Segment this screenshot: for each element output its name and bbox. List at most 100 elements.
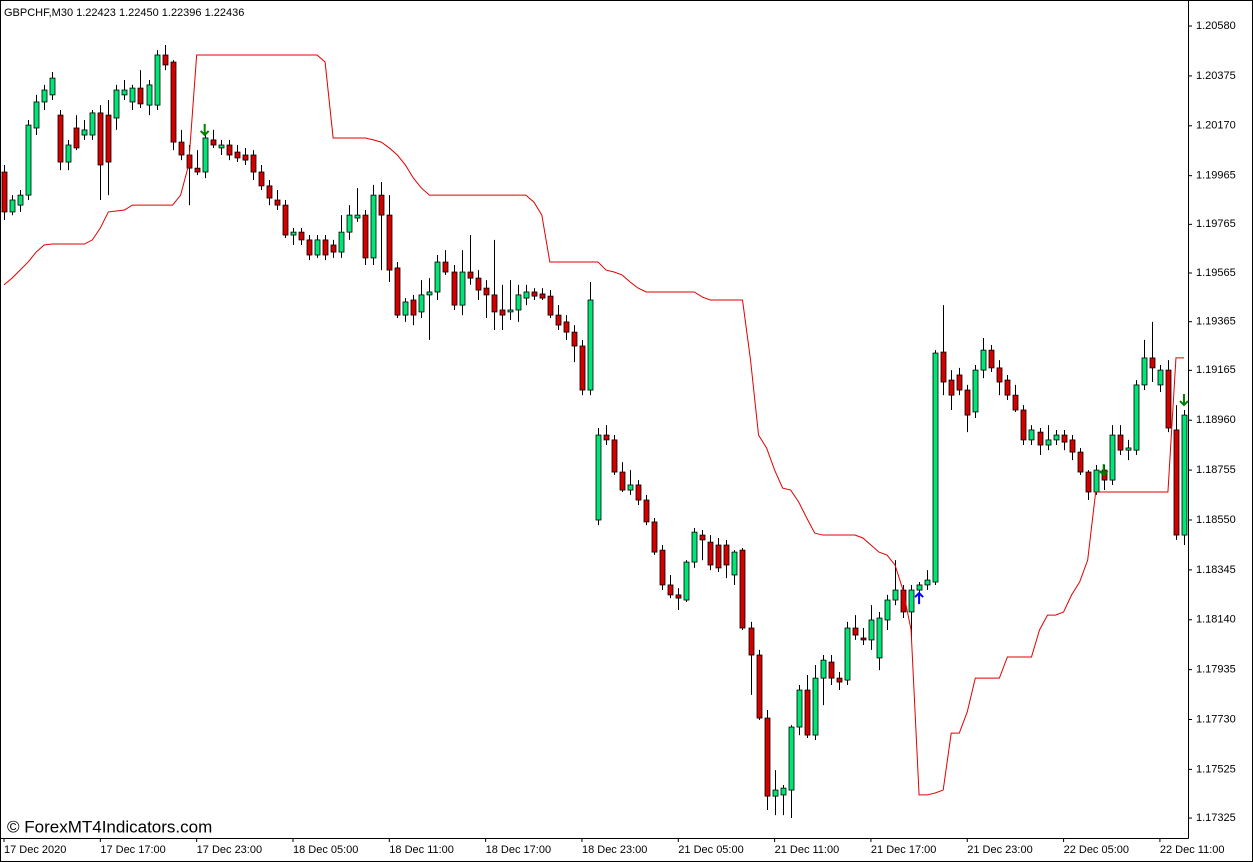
candle-body <box>418 294 425 313</box>
candle-body <box>346 214 353 233</box>
candle-body <box>884 599 891 621</box>
x-tick-label: 18 Dec 05:00 <box>293 844 358 856</box>
candle-body <box>258 171 265 187</box>
candle-body <box>266 185 273 199</box>
candle-body <box>73 127 80 149</box>
candle-body <box>996 367 1003 383</box>
candle-body <box>97 112 104 166</box>
signal-arrow <box>1179 394 1189 407</box>
x-tick-label: 18 Dec 17:00 <box>486 844 551 856</box>
candle-body <box>595 434 602 521</box>
candle-body <box>1109 434 1116 481</box>
candle-body <box>314 239 321 256</box>
candle-body <box>603 434 610 441</box>
candle-body <box>49 77 56 96</box>
candle-body <box>402 301 409 316</box>
candle-body <box>9 199 16 213</box>
candle-body <box>1061 434 1068 443</box>
signal-arrow <box>199 123 210 137</box>
candle-body <box>587 299 594 391</box>
y-tick-label: 1.17525 <box>1196 763 1236 775</box>
candle-body <box>611 439 618 473</box>
candle-body <box>860 637 867 641</box>
x-tick-label: 18 Dec 11:00 <box>389 844 454 856</box>
y-tick-label: 1.19565 <box>1196 267 1236 279</box>
candle-body <box>1045 439 1052 446</box>
y-tick-label: 1.20580 <box>1196 20 1236 32</box>
candle-body <box>467 271 474 279</box>
candle-body <box>563 321 570 333</box>
candle-body <box>41 89 48 103</box>
candle-body <box>539 293 546 299</box>
candle-body <box>924 579 931 586</box>
candle-body <box>1 171 8 213</box>
candle-body <box>1181 414 1188 536</box>
candle-body <box>1069 439 1076 453</box>
x-tick-label: 21 Dec 23:00 <box>967 844 1032 856</box>
y-tick-label: 1.17730 <box>1196 713 1236 725</box>
candle-body <box>964 389 971 416</box>
candle-body <box>154 54 161 106</box>
x-tick-label: 22 Dec 11:00 <box>1160 844 1225 856</box>
candle-body <box>194 167 201 173</box>
y-tick-label: 1.19765 <box>1196 218 1236 230</box>
candle-body <box>362 214 369 259</box>
x-tick-label: 22 Dec 05:00 <box>1064 844 1129 856</box>
candle-body <box>756 654 763 719</box>
candle-body <box>475 277 482 291</box>
candle-body <box>250 154 257 173</box>
candle-body <box>1037 431 1044 446</box>
candle-body <box>579 345 586 391</box>
candle-body <box>170 61 177 143</box>
candle-body <box>651 521 658 553</box>
x-tick-label: 17 Dec 2020 <box>4 844 66 856</box>
y-tick-label: 1.18755 <box>1196 464 1236 476</box>
candle-body <box>282 204 289 236</box>
candle-body <box>659 549 666 586</box>
candle-body <box>483 287 490 296</box>
candle-body <box>1133 384 1140 451</box>
candle-body <box>57 114 64 163</box>
candle-body <box>234 151 241 159</box>
candle-body <box>571 331 578 347</box>
x-tick-label: 21 Dec 11:00 <box>775 844 840 856</box>
candle-body <box>1053 434 1060 441</box>
candle-body <box>1085 471 1092 493</box>
candle-body <box>459 271 466 306</box>
y-tick-label: 1.19165 <box>1196 364 1236 376</box>
candle-body <box>434 261 441 293</box>
candle-body <box>25 124 32 196</box>
candle-body <box>162 54 169 66</box>
candle-body <box>146 84 153 106</box>
candle-body <box>675 594 682 599</box>
candle-body <box>442 261 449 273</box>
candle-body <box>748 627 755 656</box>
candle-body <box>868 619 875 641</box>
candle-body <box>988 349 995 369</box>
candle-body <box>972 369 979 413</box>
watermark: © ForexMT4Indicators.com <box>7 817 212 836</box>
candle-body <box>178 141 185 156</box>
candle-body <box>451 271 458 306</box>
x-tick-label: 21 Dec 05:00 <box>678 844 743 856</box>
candle-body <box>932 352 939 583</box>
candle-body <box>956 374 963 391</box>
candle-body <box>218 144 225 149</box>
indicator-line <box>3 54 1184 796</box>
candle-body <box>121 89 128 96</box>
candle-body <box>764 717 771 797</box>
candle-body <box>635 484 642 501</box>
candle-body <box>322 239 329 256</box>
y-tick-label: 1.19965 <box>1196 170 1236 182</box>
candle-body <box>89 112 96 136</box>
candle-body <box>852 627 859 636</box>
candle-body <box>210 139 217 146</box>
candle-body <box>378 194 385 216</box>
candle-body <box>707 541 714 566</box>
candle-body <box>274 199 281 206</box>
x-tick-label: 17 Dec 23:00 <box>197 844 262 856</box>
y-tick-label: 1.18140 <box>1196 614 1236 626</box>
candle-body <box>1149 357 1156 369</box>
